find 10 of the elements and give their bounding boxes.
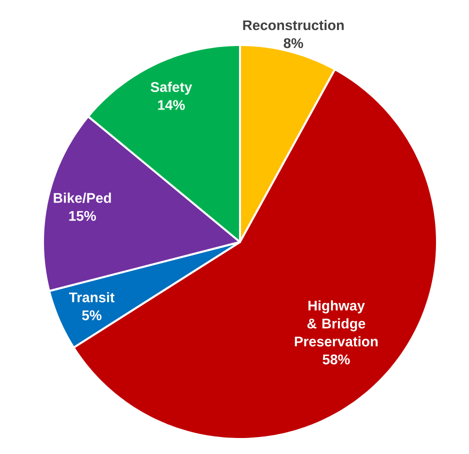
slice-label: Transit bbox=[69, 292, 114, 302]
data-label: 5% bbox=[82, 310, 102, 320]
data-label: 15% bbox=[69, 211, 96, 221]
slice-label: Reconstruction bbox=[243, 20, 344, 30]
slice-label: Safety bbox=[150, 82, 192, 95]
data-label: 8% bbox=[284, 38, 304, 48]
data-label: 14% bbox=[158, 100, 185, 110]
slice-label: Bike/Ped bbox=[54, 192, 111, 204]
slice-label: Highway & Bridge Preservation bbox=[294, 300, 378, 346]
data-label: 58% bbox=[322, 354, 350, 364]
